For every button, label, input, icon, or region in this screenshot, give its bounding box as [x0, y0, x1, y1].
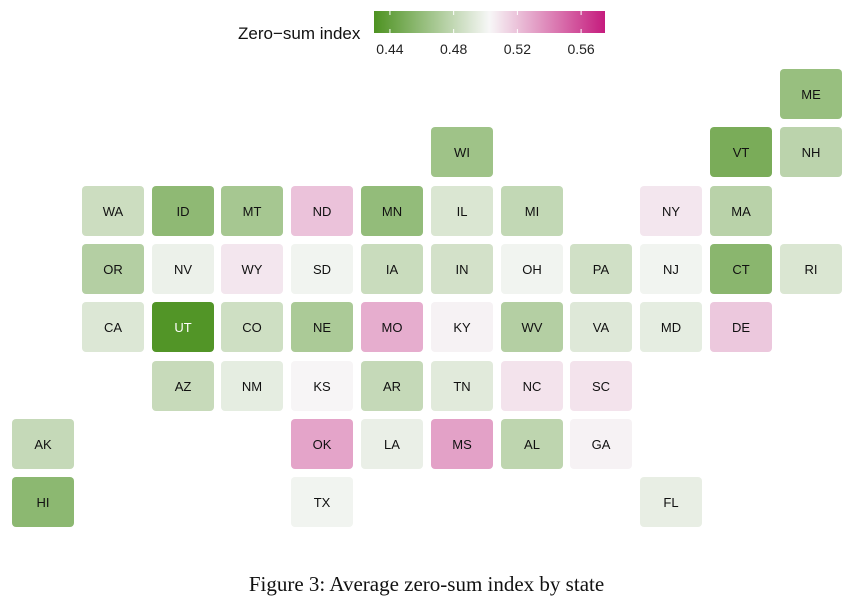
state-tile-nv: NV — [152, 244, 214, 294]
state-tile-ms: MS — [431, 419, 493, 469]
state-tile-wv: WV — [501, 302, 563, 352]
state-tile-mn: MN — [361, 186, 423, 236]
state-tile-mi: MI — [501, 186, 563, 236]
state-tile-ct: CT — [710, 244, 772, 294]
colorbar-gradient — [374, 11, 605, 33]
state-tile-mo: MO — [361, 302, 423, 352]
state-tile-il: IL — [431, 186, 493, 236]
colorbar-tick-label: 0.44 — [376, 41, 404, 57]
state-tile-la: LA — [361, 419, 423, 469]
state-tile-ia: IA — [361, 244, 423, 294]
colorbar-tick-label: 0.52 — [503, 41, 531, 57]
state-tile-ny: NY — [640, 186, 702, 236]
state-tile-va: VA — [570, 302, 632, 352]
state-tile-al: AL — [501, 419, 563, 469]
state-tile-ok: OK — [291, 419, 353, 469]
state-tile-nj: NJ — [640, 244, 702, 294]
state-tile-md: MD — [640, 302, 702, 352]
state-tile-id: ID — [152, 186, 214, 236]
state-tile-sd: SD — [291, 244, 353, 294]
state-tile-ne: NE — [291, 302, 353, 352]
state-tile-ky: KY — [431, 302, 493, 352]
state-tile-mt: MT — [221, 186, 283, 236]
state-tile-wy: WY — [221, 244, 283, 294]
state-tile-ar: AR — [361, 361, 423, 411]
state-tile-co: CO — [221, 302, 283, 352]
state-tile-me: ME — [780, 69, 842, 119]
state-tile-tx: TX — [291, 477, 353, 527]
state-tile-or: OR — [82, 244, 144, 294]
state-tile-de: DE — [710, 302, 772, 352]
state-tile-oh: OH — [501, 244, 563, 294]
state-tile-nh: NH — [780, 127, 842, 177]
state-tile-az: AZ — [152, 361, 214, 411]
state-tile-nc: NC — [501, 361, 563, 411]
state-tile-fl: FL — [640, 477, 702, 527]
state-tile-in: IN — [431, 244, 493, 294]
state-tile-ak: AK — [12, 419, 74, 469]
state-tile-sc: SC — [570, 361, 632, 411]
state-tile-tn: TN — [431, 361, 493, 411]
state-tile-ks: KS — [291, 361, 353, 411]
state-tile-nd: ND — [291, 186, 353, 236]
state-tile-vt: VT — [710, 127, 772, 177]
state-tile-wi: WI — [431, 127, 493, 177]
colorbar-tick-label: 0.56 — [567, 41, 595, 57]
state-tile-ca: CA — [82, 302, 144, 352]
state-tile-ma: MA — [710, 186, 772, 236]
state-tile-ri: RI — [780, 244, 842, 294]
state-tile-ga: GA — [570, 419, 632, 469]
state-tile-hi: HI — [12, 477, 74, 527]
state-tile-pa: PA — [570, 244, 632, 294]
state-tile-wa: WA — [82, 186, 144, 236]
state-tile-nm: NM — [221, 361, 283, 411]
state-tile-ut: UT — [152, 302, 214, 352]
figure-caption: Figure 3: Average zero-sum index by stat… — [248, 572, 605, 596]
colorbar — [374, 11, 605, 33]
colorbar-tick-label: 0.48 — [440, 41, 468, 57]
legend-title: Zero−sum index — [238, 24, 361, 43]
